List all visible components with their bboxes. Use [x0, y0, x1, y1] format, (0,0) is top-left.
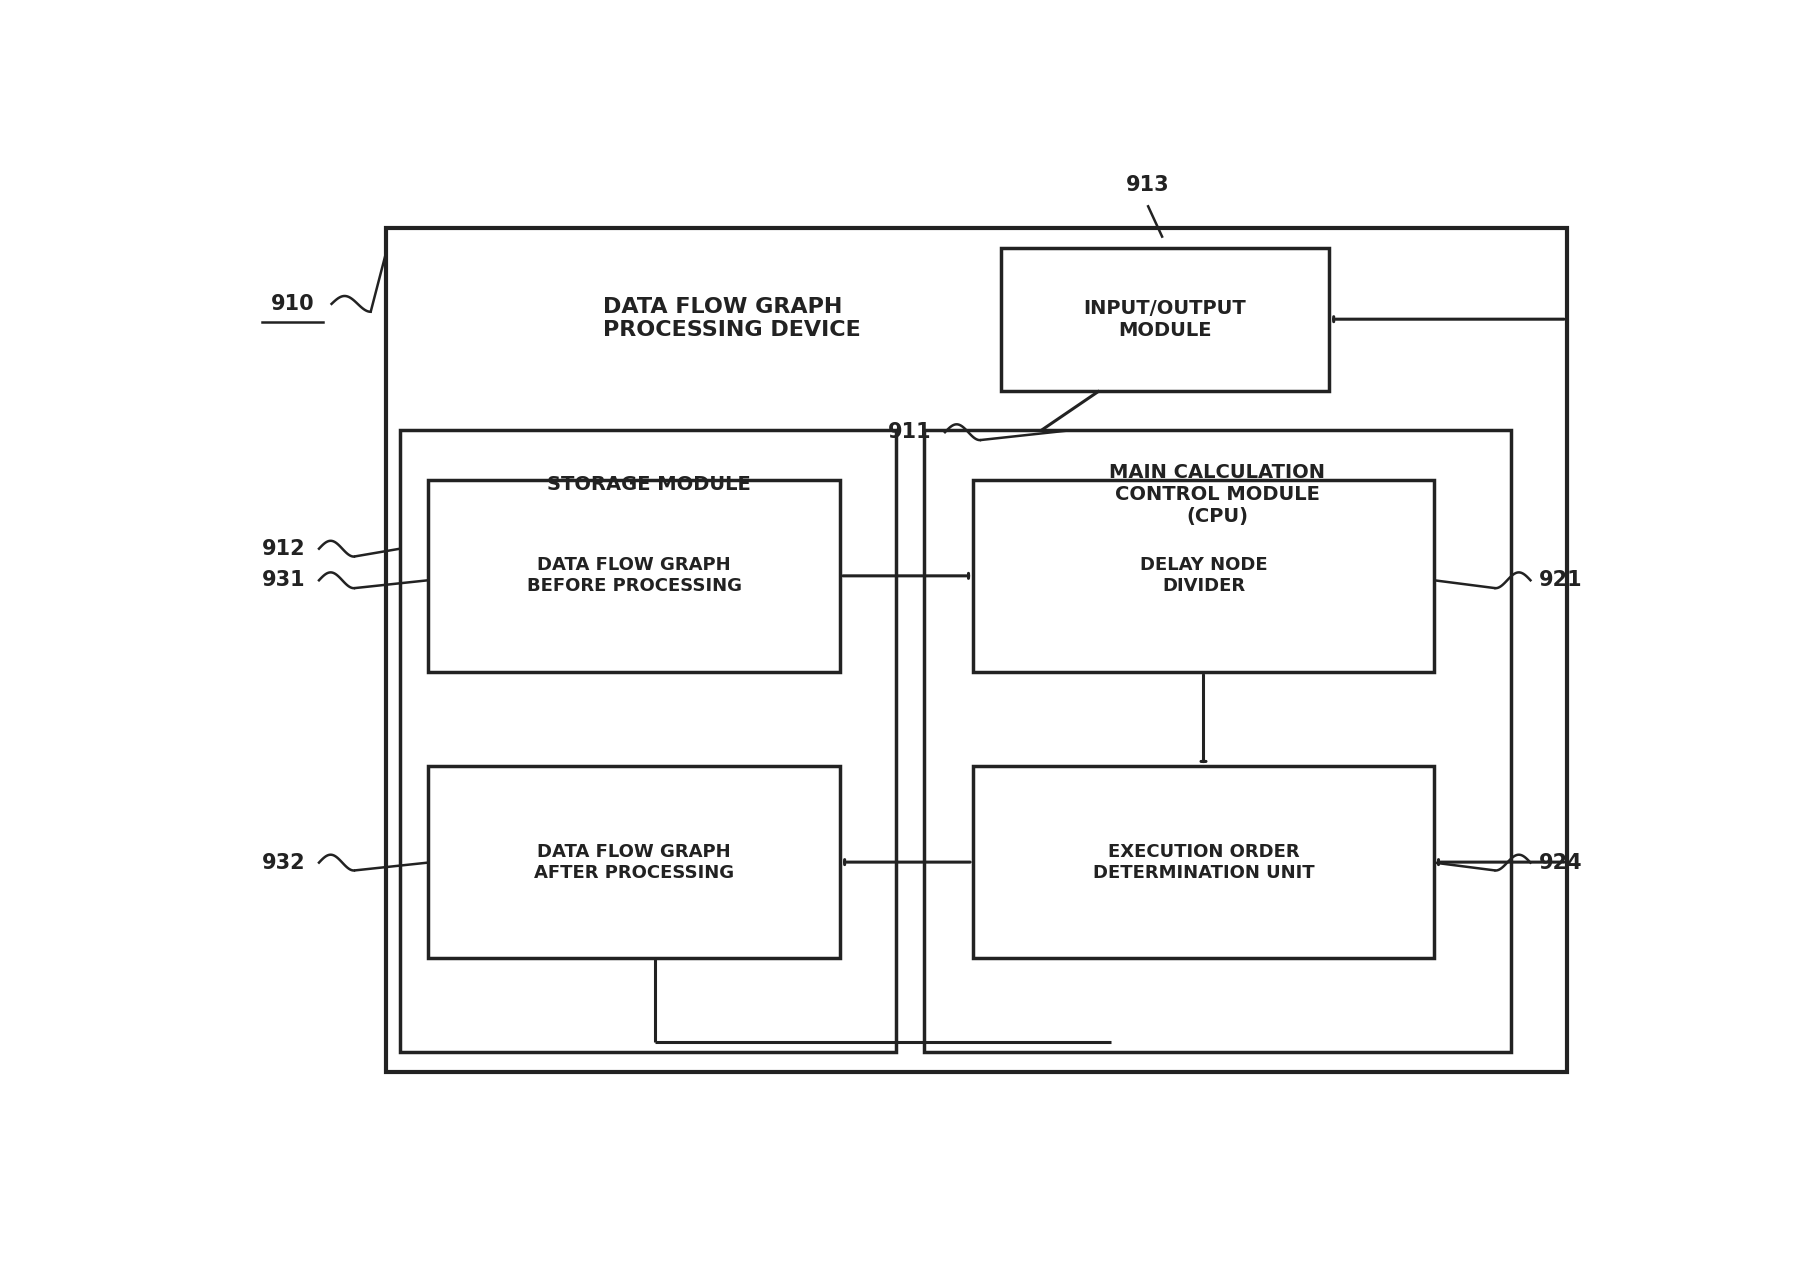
- Bar: [974, 765, 1433, 959]
- Text: 921: 921: [1540, 570, 1583, 590]
- Text: 912: 912: [261, 538, 307, 559]
- Text: DATA FLOW GRAPH
PROCESSING DEVICE: DATA FLOW GRAPH PROCESSING DEVICE: [602, 297, 860, 340]
- Text: 924: 924: [1540, 853, 1583, 873]
- Bar: [400, 431, 896, 1053]
- Text: 931: 931: [261, 570, 307, 590]
- Text: 932: 932: [261, 853, 307, 873]
- Bar: [427, 765, 840, 959]
- Text: DATA FLOW GRAPH
BEFORE PROCESSING: DATA FLOW GRAPH BEFORE PROCESSING: [526, 556, 741, 595]
- Text: 913: 913: [1125, 176, 1170, 195]
- Bar: [925, 431, 1511, 1053]
- Text: STORAGE MODULE: STORAGE MODULE: [546, 476, 750, 494]
- Text: 910: 910: [270, 294, 314, 314]
- Bar: [974, 479, 1433, 672]
- Bar: [427, 479, 840, 672]
- Bar: [1001, 247, 1329, 391]
- Text: 911: 911: [889, 422, 932, 442]
- Text: EXECUTION ORDER
DETERMINATION UNIT: EXECUTION ORDER DETERMINATION UNIT: [1093, 842, 1314, 882]
- Text: DELAY NODE
DIVIDER: DELAY NODE DIVIDER: [1139, 556, 1268, 595]
- Text: DATA FLOW GRAPH
AFTER PROCESSING: DATA FLOW GRAPH AFTER PROCESSING: [534, 842, 734, 882]
- Bar: [386, 228, 1567, 1072]
- Text: INPUT/OUTPUT
MODULE: INPUT/OUTPUT MODULE: [1084, 299, 1246, 340]
- Text: MAIN CALCULATION
CONTROL MODULE
(CPU): MAIN CALCULATION CONTROL MODULE (CPU): [1109, 463, 1325, 526]
